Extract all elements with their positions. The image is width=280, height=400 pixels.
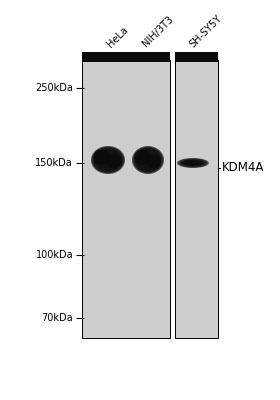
Ellipse shape: [141, 154, 155, 166]
Ellipse shape: [178, 158, 208, 168]
Ellipse shape: [134, 148, 162, 172]
Ellipse shape: [186, 161, 199, 165]
Ellipse shape: [134, 150, 150, 165]
Ellipse shape: [93, 148, 123, 172]
Text: 100kDa: 100kDa: [36, 250, 73, 260]
Bar: [175, 52, 218, 62]
Text: 150kDa: 150kDa: [36, 158, 73, 168]
Text: 70kDa: 70kDa: [41, 313, 73, 323]
Ellipse shape: [146, 154, 161, 168]
Ellipse shape: [140, 153, 156, 167]
Ellipse shape: [99, 153, 117, 167]
Ellipse shape: [137, 150, 159, 170]
Text: SH-SY5Y: SH-SY5Y: [188, 13, 224, 49]
Text: NIH/3T3: NIH/3T3: [141, 14, 176, 49]
Text: KDM4A: KDM4A: [222, 162, 264, 174]
Ellipse shape: [188, 161, 198, 165]
Ellipse shape: [133, 147, 163, 173]
Ellipse shape: [92, 147, 124, 173]
Ellipse shape: [136, 150, 160, 170]
Ellipse shape: [138, 151, 158, 169]
Ellipse shape: [183, 160, 204, 166]
Ellipse shape: [143, 155, 153, 165]
Ellipse shape: [96, 150, 120, 170]
Text: 250kDa: 250kDa: [35, 83, 73, 93]
Ellipse shape: [132, 146, 164, 174]
Ellipse shape: [185, 160, 201, 166]
Ellipse shape: [95, 150, 121, 170]
Ellipse shape: [101, 154, 115, 166]
Ellipse shape: [142, 154, 154, 166]
Ellipse shape: [181, 159, 205, 167]
Bar: [82, 60, 170, 338]
Ellipse shape: [97, 151, 119, 169]
Ellipse shape: [180, 159, 206, 167]
Ellipse shape: [91, 146, 125, 174]
Bar: [82, 52, 170, 62]
Text: HeLa: HeLa: [105, 24, 130, 49]
Ellipse shape: [139, 152, 157, 168]
Ellipse shape: [106, 154, 122, 168]
Ellipse shape: [184, 160, 202, 166]
Ellipse shape: [183, 160, 203, 166]
Ellipse shape: [94, 148, 122, 172]
Ellipse shape: [102, 155, 114, 165]
Ellipse shape: [177, 158, 209, 168]
Ellipse shape: [98, 152, 118, 168]
Ellipse shape: [93, 150, 110, 165]
Ellipse shape: [135, 148, 161, 172]
Bar: [175, 60, 218, 338]
Ellipse shape: [100, 154, 116, 166]
